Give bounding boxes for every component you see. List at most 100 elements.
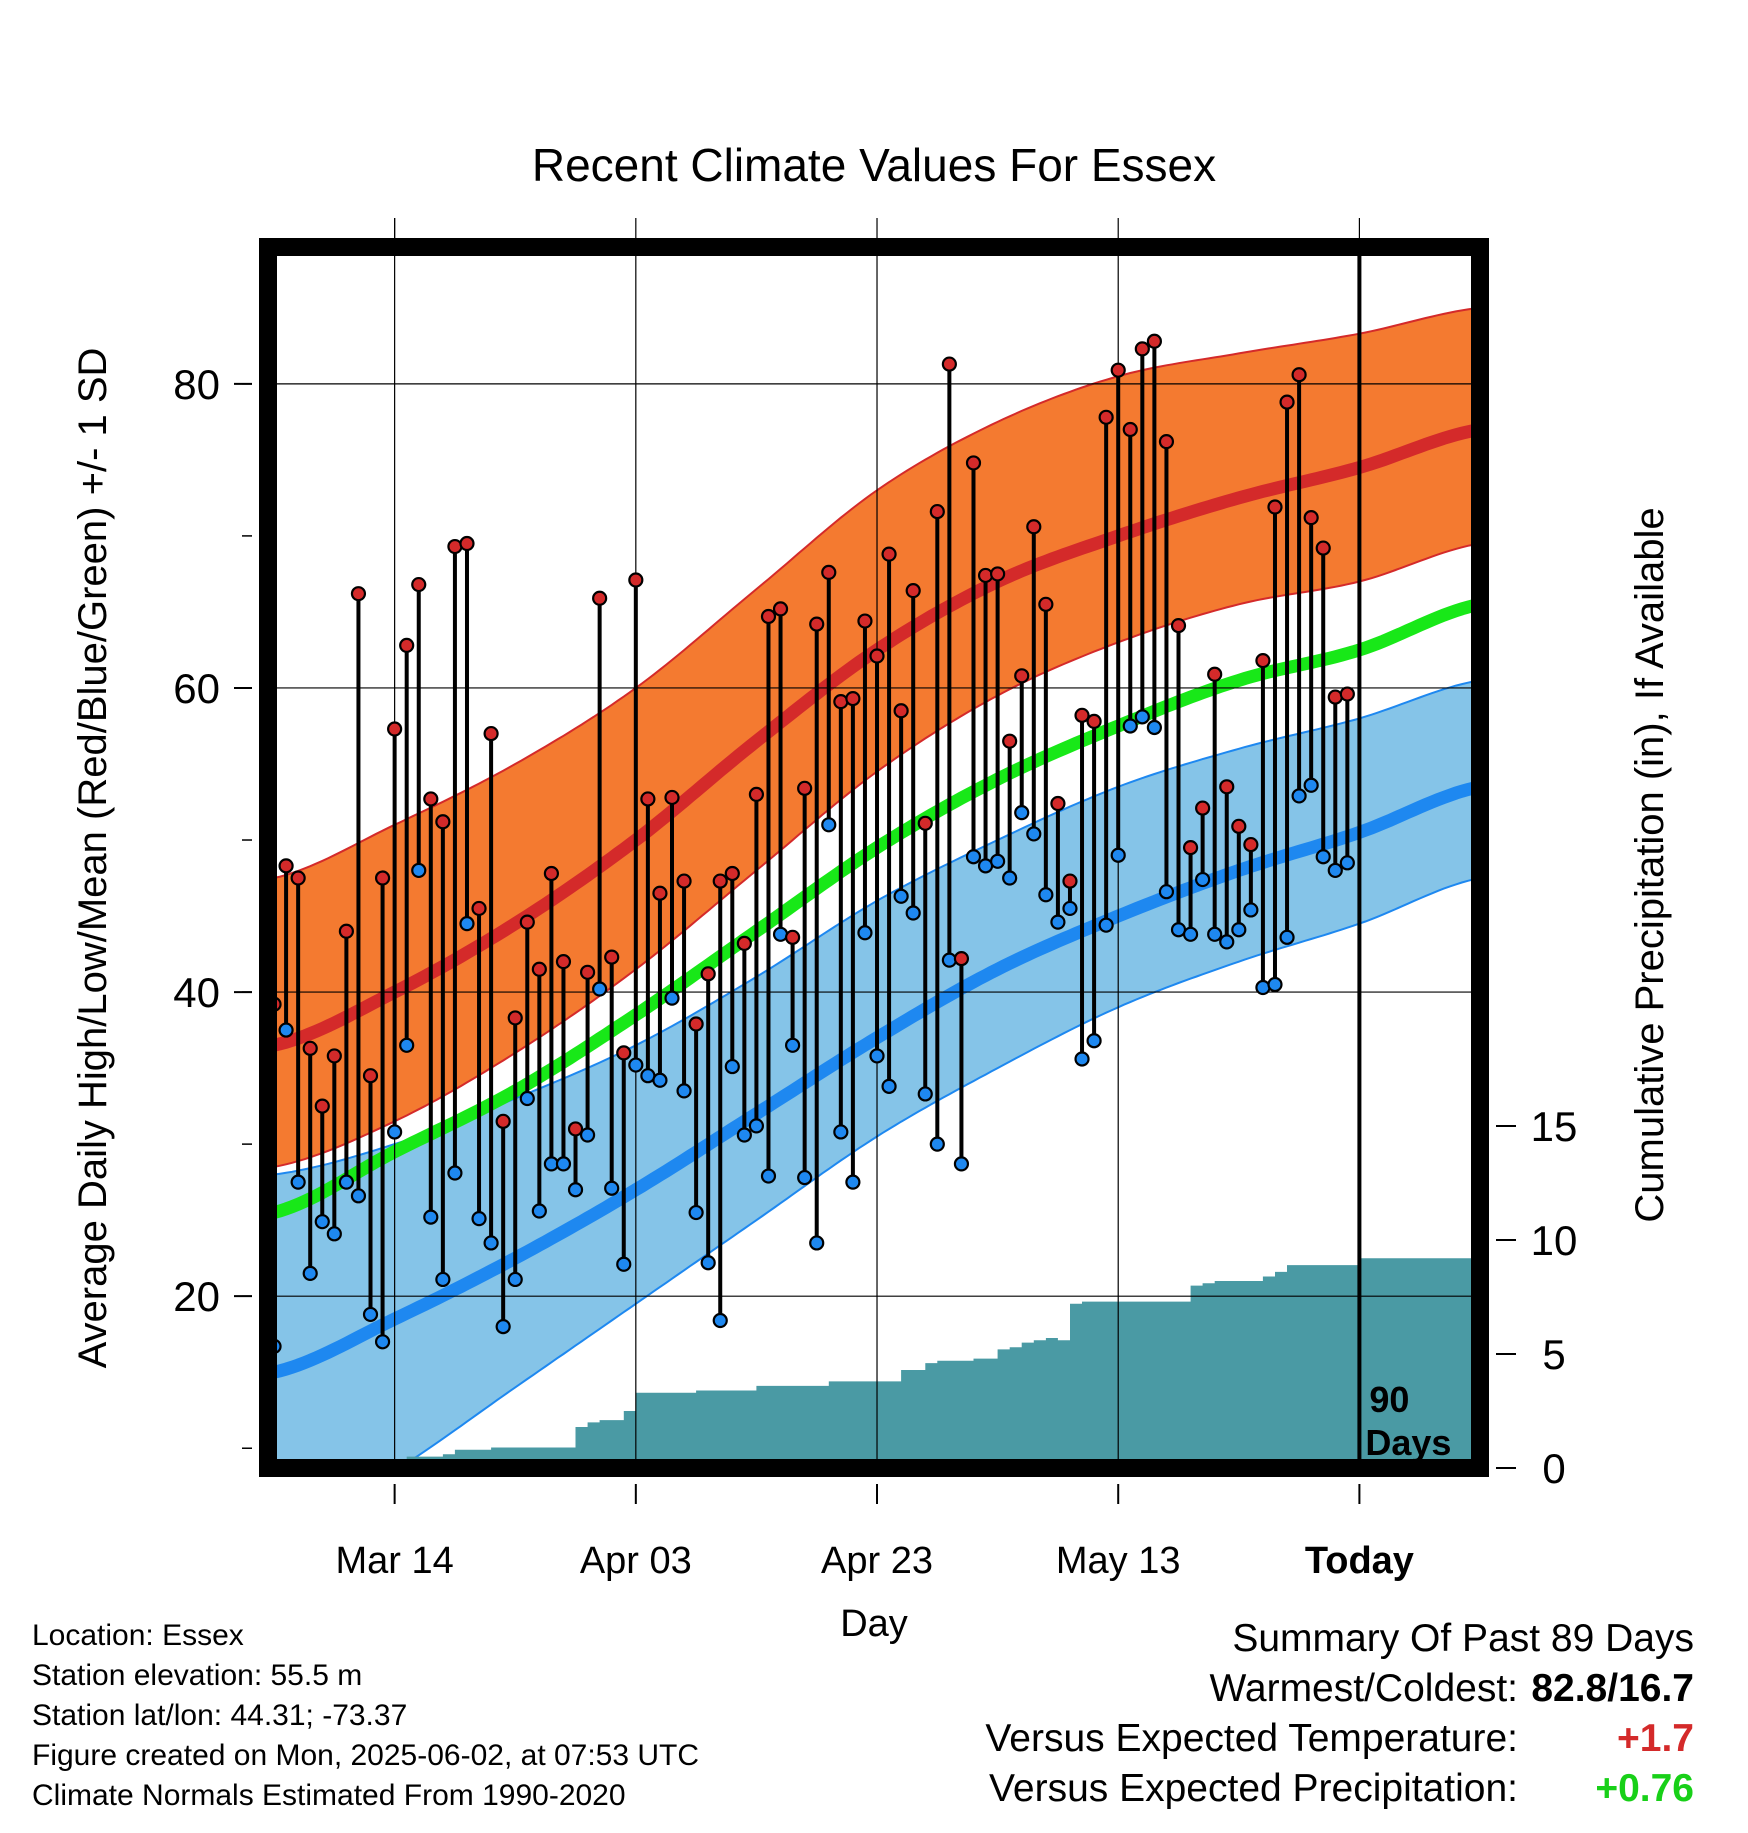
low-dot (881, 1078, 897, 1094)
high-dot (652, 885, 668, 901)
low-dot (1207, 926, 1223, 942)
low-dot (1267, 976, 1283, 993)
low-dot (567, 1182, 584, 1198)
low-dot (917, 1086, 933, 1102)
high-dot (399, 637, 415, 653)
low-dot (362, 1306, 379, 1323)
high-dot (821, 564, 837, 580)
y-tick-label: 40 (173, 969, 220, 1016)
precip-label: Versus Expected Precipitation: (989, 1767, 1518, 1810)
low-dot (350, 1188, 367, 1204)
low-dot (495, 1318, 511, 1335)
high-dot (917, 815, 933, 831)
high-dot (977, 567, 994, 584)
high-dot (435, 814, 451, 830)
summary-title: Summary Of Past 89 Days (1232, 1617, 1694, 1660)
high-dot (1303, 510, 1319, 526)
low-dot (724, 1058, 740, 1075)
high-dot (664, 789, 680, 806)
high-dot (857, 613, 873, 629)
high-dot (483, 725, 499, 742)
x-tick-label: Mar 14 (335, 1540, 453, 1582)
low-dot (1279, 929, 1295, 945)
precip-area (274, 1258, 1480, 1468)
low-dot (1038, 887, 1054, 903)
today-days-number: 90 (1369, 1379, 1409, 1420)
low-dot (700, 1255, 716, 1271)
high-dot (1158, 434, 1175, 450)
high-dot (1315, 540, 1331, 556)
low-dot (1182, 926, 1199, 942)
warmest-value: 82.8/16.7 (1531, 1667, 1694, 1710)
low-dot (772, 926, 789, 942)
station-info: Location: Essex Station elevation: 55.5 … (32, 1616, 699, 1816)
low-dot (1158, 884, 1175, 900)
high-dot (1267, 499, 1283, 515)
high-dot (772, 601, 789, 617)
high-dot (905, 583, 921, 599)
low-dot (1074, 1051, 1090, 1067)
high-dot (929, 503, 945, 520)
low-dot (471, 1211, 487, 1227)
warmest-row: Warmest/Coldest: 82.8/16.7 (985, 1664, 1694, 1714)
low-dot (797, 1169, 813, 1186)
low-dot (387, 1124, 403, 1140)
high-dot (338, 923, 354, 939)
today-days-label: Days (1365, 1422, 1451, 1463)
low-dot (507, 1271, 523, 1288)
low-dot (628, 1057, 644, 1073)
low-dot (688, 1204, 704, 1221)
low-dot (1219, 934, 1235, 950)
low-dot (869, 1048, 885, 1064)
y-tick-label: 80 (173, 361, 220, 408)
elevation-text: Station elevation: 55.5 m (32, 1659, 363, 1692)
x-tick-label: Apr 23 (821, 1540, 933, 1582)
high-dot (1098, 409, 1114, 425)
high-dot (471, 900, 487, 917)
high-dot (326, 1048, 342, 1064)
low-dot (905, 905, 921, 921)
low-dot (821, 817, 837, 833)
created-text: Figure created on Mon, 2025-06-02, at 07… (32, 1739, 700, 1772)
high-dot (1170, 618, 1187, 634)
low-dot (784, 1037, 801, 1053)
low-dot (1303, 777, 1319, 793)
low-dot (290, 1174, 306, 1190)
low-dot (314, 1214, 330, 1230)
high-dot (1134, 341, 1150, 357)
low-dot (857, 925, 873, 941)
low-dot (616, 1256, 632, 1272)
low-dot (1002, 870, 1018, 886)
high-dot (567, 1121, 584, 1137)
high-dot (604, 949, 620, 965)
low-dot (1098, 917, 1114, 933)
high-dot (1339, 686, 1355, 702)
high-dot (724, 865, 740, 882)
low-dot (435, 1271, 451, 1288)
high-dot (1002, 733, 1018, 749)
plot-frame (259, 238, 1489, 1477)
high-dot (965, 455, 982, 471)
low-dot (604, 1180, 620, 1196)
high-dot (736, 935, 752, 952)
high-dot (1038, 596, 1054, 612)
high-dot (845, 691, 861, 707)
latlon-text: Station lat/lon: 44.31; -73.37 (32, 1699, 408, 1732)
low-dot (736, 1127, 752, 1143)
high-dot (592, 590, 608, 606)
y2-tick-label: 10 (1531, 1217, 1578, 1264)
low-dot (712, 1312, 728, 1329)
high-dot (290, 870, 306, 886)
high-dot (579, 964, 596, 980)
low-dot (1231, 922, 1247, 938)
high-dot (941, 356, 957, 372)
low-dot (423, 1209, 439, 1225)
low-dot (1315, 849, 1331, 865)
low-dot (652, 1072, 668, 1088)
high-dot (411, 576, 427, 593)
low-dot (1122, 718, 1138, 734)
high-dot (1086, 713, 1102, 730)
low-dot (483, 1235, 499, 1251)
